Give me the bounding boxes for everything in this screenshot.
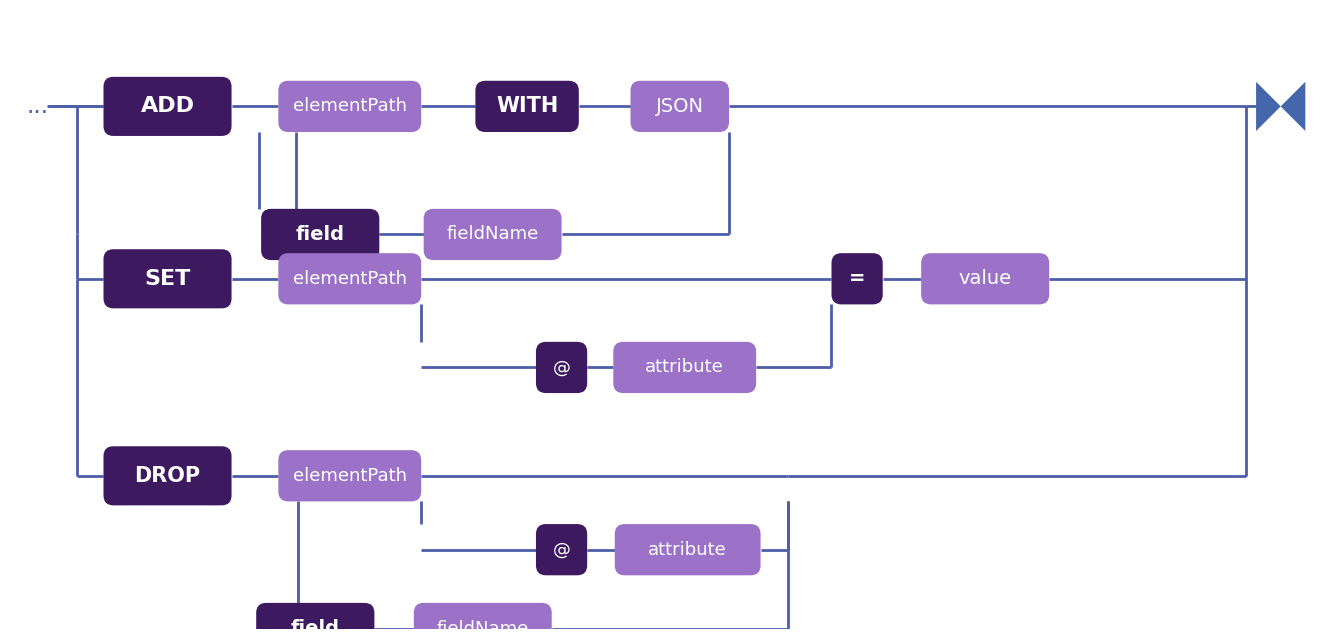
Polygon shape [1256,82,1280,131]
FancyBboxPatch shape [278,81,421,132]
Text: attribute: attribute [648,540,727,559]
FancyBboxPatch shape [475,81,579,132]
Text: WITH: WITH [496,96,558,116]
FancyBboxPatch shape [832,253,882,304]
FancyBboxPatch shape [614,342,756,393]
Text: value: value [958,269,1012,288]
Text: =: = [849,269,865,288]
FancyBboxPatch shape [536,524,587,575]
Text: fieldName: fieldName [446,225,539,244]
Text: attribute: attribute [646,359,724,376]
Text: elementPath: elementPath [293,467,407,485]
Text: @: @ [552,359,571,376]
Text: SET: SET [144,269,190,289]
FancyBboxPatch shape [104,77,232,136]
FancyBboxPatch shape [256,603,374,638]
Text: ...: ... [27,94,48,119]
FancyBboxPatch shape [921,253,1049,304]
Polygon shape [1280,82,1306,131]
FancyBboxPatch shape [261,209,379,260]
Text: DROP: DROP [134,466,201,486]
FancyBboxPatch shape [414,603,552,638]
FancyBboxPatch shape [423,209,562,260]
Text: elementPath: elementPath [293,270,407,288]
Text: ADD: ADD [141,96,194,116]
FancyBboxPatch shape [615,524,760,575]
FancyBboxPatch shape [631,81,729,132]
Text: field: field [290,619,339,638]
Text: fieldName: fieldName [437,619,528,637]
Text: field: field [295,225,345,244]
FancyBboxPatch shape [278,253,421,304]
FancyBboxPatch shape [104,446,232,505]
Text: JSON: JSON [656,97,704,116]
FancyBboxPatch shape [278,450,421,501]
Text: elementPath: elementPath [293,98,407,115]
FancyBboxPatch shape [104,249,232,308]
FancyBboxPatch shape [536,342,587,393]
Text: @: @ [552,540,571,559]
